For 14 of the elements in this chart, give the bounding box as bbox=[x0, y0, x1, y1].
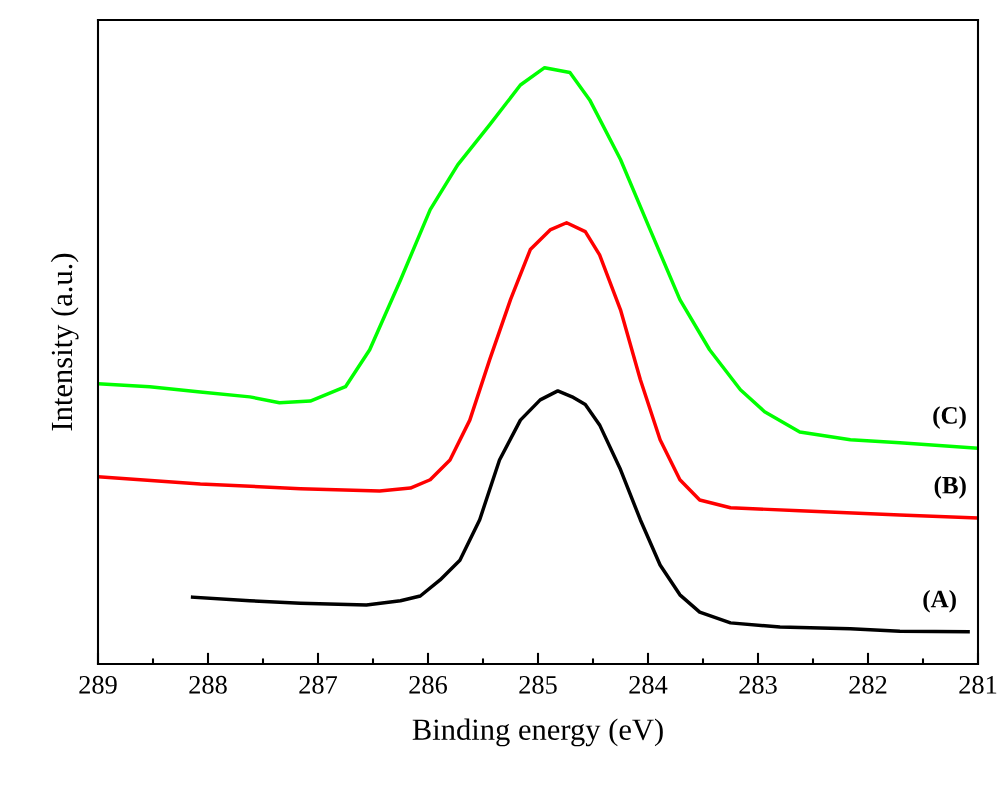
x-tick-label: 287 bbox=[299, 675, 338, 694]
series-label: (A) bbox=[923, 589, 956, 613]
series-label: (B) bbox=[934, 476, 966, 499]
x-tick-label: 285 bbox=[519, 675, 557, 694]
y-axis-title: Intensity (a.u.) bbox=[50, 253, 79, 431]
series-label: (C) bbox=[933, 406, 966, 429]
x-tick-label: 282 bbox=[849, 675, 887, 694]
x-axis-title: Binding energy (eV) bbox=[412, 718, 663, 747]
x-tick-label: 289 bbox=[79, 675, 117, 694]
x-tick-label: 288 bbox=[189, 675, 227, 694]
x-tick-label: 286 bbox=[409, 675, 447, 694]
x-tick-label: 284 bbox=[629, 675, 668, 694]
x-tick-label: 283 bbox=[739, 675, 777, 694]
x-tick-label: 281 bbox=[959, 675, 997, 694]
